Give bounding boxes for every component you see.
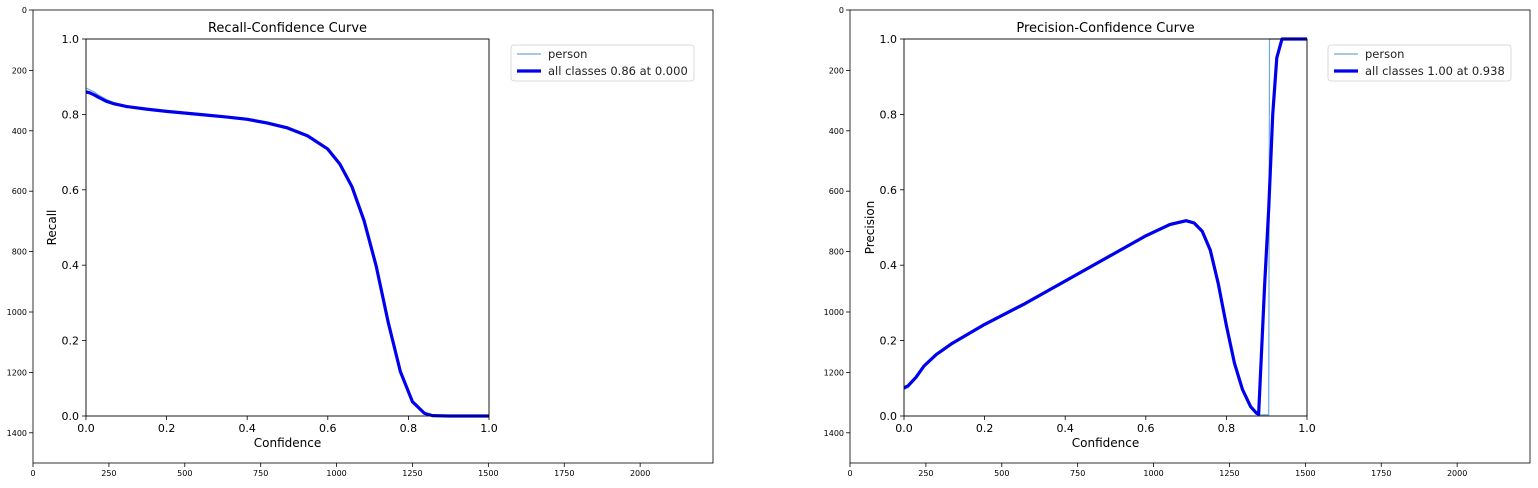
plot-frame xyxy=(903,38,1308,417)
x-tick-label: 1.0 xyxy=(1298,422,1316,435)
legend-label-0: person xyxy=(1365,47,1404,61)
x-tick-label: 0.0 xyxy=(77,422,95,435)
y-axis-label: Precision xyxy=(863,201,877,255)
series-line-1 xyxy=(86,90,489,418)
series-line-1 xyxy=(904,37,1307,416)
outer-x-tick-label: 0 xyxy=(30,469,35,478)
outer-y-tick-label: 200 xyxy=(12,66,27,75)
outer-y-tick-label: 0 xyxy=(22,6,27,15)
outer-y-tick-label: 1400 xyxy=(7,429,27,438)
x-tick-label: 0.4 xyxy=(1056,422,1074,435)
outer-y-tick-label: 1000 xyxy=(7,308,27,317)
y-tick-label: 0.8 xyxy=(880,108,898,121)
outer-x-tick-label: 0 xyxy=(847,469,852,478)
outer-x-tick-label: 500 xyxy=(177,469,192,478)
series-line-0 xyxy=(86,87,489,417)
y-tick-label: 0.6 xyxy=(62,184,80,197)
x-tick-label: 0.4 xyxy=(238,422,256,435)
outer-x-tick-label: 250 xyxy=(101,469,116,478)
outer-x-tick-label: 500 xyxy=(994,469,1009,478)
x-tick-label: 0.2 xyxy=(158,422,176,435)
plot-frame xyxy=(85,38,490,417)
outer-x-tick-label: 750 xyxy=(1070,469,1085,478)
outer-y-tick-label: 600 xyxy=(829,187,844,196)
x-tick-label: 0.6 xyxy=(319,422,337,435)
x-tick-label: 0.8 xyxy=(1218,422,1236,435)
legend-label-1: all classes 0.86 at 0.000 xyxy=(548,64,688,78)
y-axis-label: Recall xyxy=(45,210,59,246)
outer-y-tick-label: 800 xyxy=(829,248,844,257)
y-tick-label: 0.2 xyxy=(62,335,80,348)
y-tick-label: 0.0 xyxy=(62,410,80,423)
chart-title: Precision-Confidence Curve xyxy=(1016,21,1194,36)
y-tick-label: 0.8 xyxy=(62,108,80,121)
x-axis-label: Confidence xyxy=(254,436,321,450)
outer-x-tick-label: 1500 xyxy=(478,469,498,478)
outer-y-tick-label: 400 xyxy=(829,127,844,136)
outer-x-tick-label: 1250 xyxy=(402,469,422,478)
outer-x-tick-label: 1750 xyxy=(554,469,574,478)
y-tick-label: 0.4 xyxy=(880,259,898,272)
outer-y-tick-label: 0 xyxy=(839,6,844,15)
y-tick-label: 1.0 xyxy=(62,33,80,46)
y-tick-label: 0.2 xyxy=(880,335,898,348)
x-tick-label: 0.0 xyxy=(895,422,913,435)
x-axis-label: Confidence xyxy=(1072,436,1139,450)
outer-axes-frame xyxy=(849,9,1531,464)
outer-x-tick-label: 1750 xyxy=(1371,469,1391,478)
outer-x-tick-label: 1000 xyxy=(1143,469,1163,478)
outer-y-tick-label: 200 xyxy=(829,66,844,75)
y-tick-label: 0.6 xyxy=(880,184,898,197)
outer-y-tick-label: 1200 xyxy=(824,368,844,377)
outer-x-tick-label: 1500 xyxy=(1295,469,1315,478)
outer-y-tick-label: 1400 xyxy=(824,429,844,438)
x-tick-label: 0.2 xyxy=(976,422,994,435)
legend-box xyxy=(510,44,695,82)
legend-box xyxy=(1327,44,1512,82)
outer-y-tick-label: 600 xyxy=(12,187,27,196)
x-tick-label: 0.6 xyxy=(1137,422,1155,435)
chart-title: Recall-Confidence Curve xyxy=(208,21,367,36)
series-line-0 xyxy=(904,38,1307,416)
legend-label-1: all classes 1.00 at 0.938 xyxy=(1365,64,1505,78)
outer-y-tick-label: 1000 xyxy=(824,308,844,317)
outer-y-tick-label: 1200 xyxy=(7,368,27,377)
y-tick-label: 0.4 xyxy=(62,259,80,272)
x-tick-label: 0.8 xyxy=(400,422,418,435)
outer-x-tick-label: 1250 xyxy=(1219,469,1239,478)
outer-x-tick-label: 750 xyxy=(253,469,268,478)
outer-x-tick-label: 2000 xyxy=(1447,469,1467,478)
outer-x-tick-label: 250 xyxy=(918,469,933,478)
y-tick-label: 1.0 xyxy=(880,33,898,46)
outer-x-tick-label: 2000 xyxy=(630,469,650,478)
legend-label-0: person xyxy=(548,47,587,61)
outer-y-tick-label: 800 xyxy=(12,248,27,257)
x-tick-label: 1.0 xyxy=(480,422,498,435)
outer-y-tick-label: 400 xyxy=(12,127,27,136)
outer-x-tick-label: 1000 xyxy=(326,469,346,478)
outer-axes-frame xyxy=(32,9,714,464)
y-tick-label: 0.0 xyxy=(880,410,898,423)
